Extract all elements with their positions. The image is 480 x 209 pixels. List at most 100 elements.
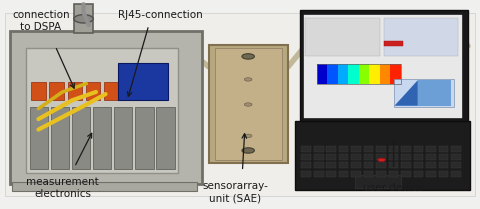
FancyBboxPatch shape <box>376 162 386 168</box>
FancyBboxPatch shape <box>451 154 461 160</box>
FancyBboxPatch shape <box>414 154 423 160</box>
FancyBboxPatch shape <box>301 154 311 160</box>
FancyBboxPatch shape <box>314 154 324 160</box>
FancyBboxPatch shape <box>351 162 361 168</box>
FancyBboxPatch shape <box>339 154 348 160</box>
FancyBboxPatch shape <box>376 146 386 152</box>
FancyBboxPatch shape <box>12 182 197 191</box>
FancyBboxPatch shape <box>364 171 373 177</box>
FancyBboxPatch shape <box>305 18 380 56</box>
Text: connection
to DSPA: connection to DSPA <box>12 10 70 32</box>
Text: measurement
electronics: measurement electronics <box>26 177 99 199</box>
FancyBboxPatch shape <box>380 64 391 84</box>
FancyBboxPatch shape <box>355 175 401 188</box>
FancyBboxPatch shape <box>86 82 100 100</box>
FancyBboxPatch shape <box>394 79 454 107</box>
FancyBboxPatch shape <box>390 64 401 84</box>
Polygon shape <box>395 80 451 106</box>
FancyBboxPatch shape <box>426 154 436 160</box>
FancyBboxPatch shape <box>439 171 448 177</box>
FancyBboxPatch shape <box>326 171 336 177</box>
FancyBboxPatch shape <box>305 15 461 117</box>
Text: RJ45-connection: RJ45-connection <box>119 10 203 20</box>
FancyBboxPatch shape <box>426 146 436 152</box>
FancyBboxPatch shape <box>339 162 348 168</box>
Text: user device: user device <box>363 183 424 193</box>
FancyBboxPatch shape <box>114 107 132 169</box>
FancyBboxPatch shape <box>426 162 436 168</box>
FancyBboxPatch shape <box>156 107 175 169</box>
Text: sensorarray-
unit (SAE): sensorarray- unit (SAE) <box>202 181 268 203</box>
FancyBboxPatch shape <box>26 48 178 173</box>
FancyBboxPatch shape <box>414 162 423 168</box>
FancyBboxPatch shape <box>451 162 461 168</box>
Circle shape <box>244 134 252 138</box>
Circle shape <box>378 158 385 162</box>
FancyBboxPatch shape <box>314 162 324 168</box>
FancyBboxPatch shape <box>104 82 119 100</box>
FancyBboxPatch shape <box>364 154 373 160</box>
FancyBboxPatch shape <box>389 171 398 177</box>
FancyBboxPatch shape <box>401 154 411 160</box>
FancyBboxPatch shape <box>359 64 370 84</box>
FancyBboxPatch shape <box>384 18 458 56</box>
FancyBboxPatch shape <box>414 146 423 152</box>
FancyBboxPatch shape <box>304 15 462 118</box>
FancyBboxPatch shape <box>401 162 411 168</box>
FancyBboxPatch shape <box>314 146 324 152</box>
FancyBboxPatch shape <box>209 45 288 163</box>
FancyBboxPatch shape <box>338 64 349 84</box>
FancyBboxPatch shape <box>74 4 93 33</box>
FancyBboxPatch shape <box>439 146 448 152</box>
FancyBboxPatch shape <box>348 64 359 84</box>
Circle shape <box>242 54 254 59</box>
FancyBboxPatch shape <box>364 162 373 168</box>
FancyBboxPatch shape <box>301 171 311 177</box>
FancyBboxPatch shape <box>118 63 168 100</box>
FancyBboxPatch shape <box>389 162 398 168</box>
FancyBboxPatch shape <box>451 146 461 152</box>
FancyBboxPatch shape <box>295 121 470 190</box>
FancyBboxPatch shape <box>327 64 338 84</box>
FancyBboxPatch shape <box>426 171 436 177</box>
FancyBboxPatch shape <box>364 146 373 152</box>
FancyBboxPatch shape <box>376 154 386 160</box>
Circle shape <box>244 78 252 81</box>
FancyBboxPatch shape <box>351 154 361 160</box>
FancyBboxPatch shape <box>301 146 311 152</box>
FancyBboxPatch shape <box>135 107 154 169</box>
FancyBboxPatch shape <box>451 171 461 177</box>
FancyBboxPatch shape <box>414 171 423 177</box>
FancyBboxPatch shape <box>351 171 361 177</box>
Polygon shape <box>395 80 418 106</box>
FancyBboxPatch shape <box>314 171 324 177</box>
FancyBboxPatch shape <box>30 107 48 169</box>
FancyBboxPatch shape <box>376 171 386 177</box>
Polygon shape <box>300 10 468 121</box>
FancyBboxPatch shape <box>339 171 348 177</box>
FancyBboxPatch shape <box>339 146 348 152</box>
Circle shape <box>244 103 252 106</box>
FancyBboxPatch shape <box>10 31 202 184</box>
FancyBboxPatch shape <box>72 107 90 169</box>
FancyBboxPatch shape <box>68 82 82 100</box>
FancyBboxPatch shape <box>439 162 448 168</box>
FancyBboxPatch shape <box>49 82 64 100</box>
FancyBboxPatch shape <box>389 154 398 160</box>
FancyBboxPatch shape <box>31 82 46 100</box>
FancyBboxPatch shape <box>5 13 475 196</box>
FancyBboxPatch shape <box>215 48 282 160</box>
FancyBboxPatch shape <box>439 154 448 160</box>
FancyBboxPatch shape <box>326 146 336 152</box>
FancyBboxPatch shape <box>389 146 398 152</box>
FancyBboxPatch shape <box>401 146 411 152</box>
FancyBboxPatch shape <box>51 107 69 169</box>
FancyBboxPatch shape <box>301 162 311 168</box>
FancyBboxPatch shape <box>317 64 328 84</box>
Circle shape <box>242 148 254 153</box>
FancyBboxPatch shape <box>384 41 403 46</box>
FancyBboxPatch shape <box>93 107 111 169</box>
FancyBboxPatch shape <box>369 64 380 84</box>
Circle shape <box>74 15 93 23</box>
FancyBboxPatch shape <box>401 171 411 177</box>
